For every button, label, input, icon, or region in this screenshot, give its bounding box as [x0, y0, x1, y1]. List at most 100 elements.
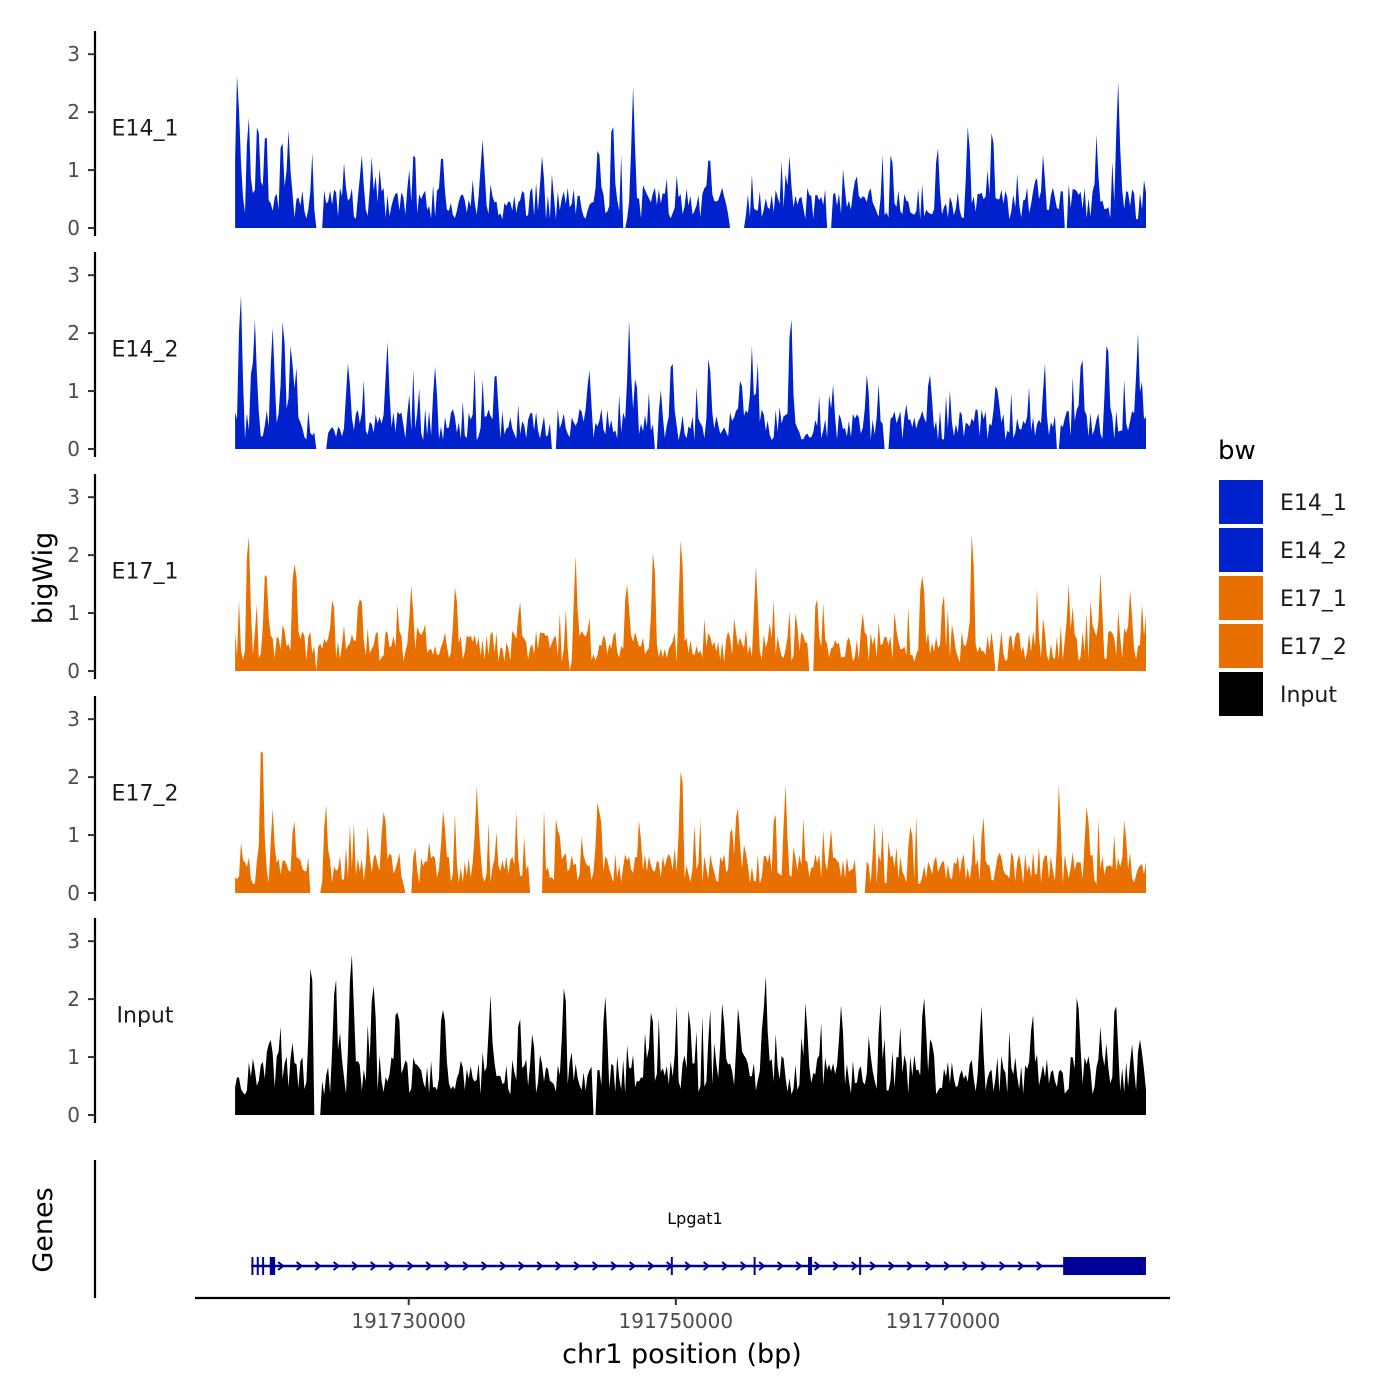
strand-arrow — [739, 1261, 748, 1271]
strand-arrow — [924, 1261, 933, 1271]
strand-arrow — [554, 1261, 563, 1271]
strand-arrow — [628, 1261, 637, 1271]
strand-arrow — [332, 1261, 341, 1271]
strand-arrow — [573, 1261, 581, 1271]
gene-exon-block — [808, 1257, 813, 1275]
strand-arrow — [887, 1261, 896, 1271]
genes-axis-title: Genes — [28, 1187, 59, 1272]
x-axis: 191730000 191750000 191770000 — [195, 1296, 1170, 1333]
strand-arrow — [795, 1261, 803, 1271]
track-label: E17_2 — [112, 781, 179, 806]
strand-arrow — [610, 1261, 618, 1271]
y-tick-label: 1 — [67, 1045, 80, 1069]
track-E17_1: 0 1 2 3 E17_1 — [67, 474, 1147, 683]
y-axis-title: bigWig — [28, 532, 59, 625]
signal-area-E14_1 — [235, 75, 1147, 228]
strand-arrow — [425, 1261, 433, 1271]
strand-arrow — [684, 1261, 692, 1271]
legend-label: Input — [1280, 683, 1337, 708]
strand-arrow — [998, 1261, 1007, 1271]
strand-arrow — [388, 1261, 396, 1271]
strand-arrow — [462, 1261, 470, 1271]
track-label: Input — [117, 1003, 174, 1028]
y-tick-label: 3 — [67, 42, 80, 66]
strand-arrow — [813, 1261, 822, 1271]
legend-label: E17_1 — [1280, 587, 1347, 612]
signal-area-E17_1 — [235, 534, 1147, 671]
legend-label: E14_1 — [1280, 491, 1347, 516]
strand-arrow — [443, 1261, 452, 1271]
y-tick-label: 0 — [67, 1103, 80, 1127]
y-tick-label: 2 — [67, 987, 80, 1011]
strand-arrow — [295, 1261, 304, 1271]
x-axis-title: chr1 position (bp) — [562, 1339, 802, 1370]
legend-swatch-E14_1 — [1217, 478, 1265, 526]
legend-swatch-E17_2 — [1217, 622, 1265, 670]
strand-arrow — [480, 1261, 489, 1271]
y-tick-label: 2 — [67, 100, 80, 124]
gene-exon-block — [269, 1257, 276, 1275]
signal-area-E14_2 — [235, 295, 1147, 449]
y-tick-label: 3 — [67, 707, 80, 731]
legend-label: E14_2 — [1280, 539, 1347, 564]
strand-arrow — [499, 1261, 507, 1271]
strand-arrow — [647, 1261, 655, 1271]
y-tick-label: 1 — [67, 823, 80, 847]
strand-arrow — [351, 1261, 359, 1271]
gene-label: Lpgat1 — [667, 1209, 722, 1228]
y-tick-label: 2 — [67, 321, 80, 345]
strand-arrow — [906, 1261, 914, 1271]
gene-utr-block — [1063, 1257, 1146, 1275]
strand-arrow — [591, 1261, 600, 1271]
legend-swatch-Input — [1217, 670, 1265, 718]
strand-arrow — [314, 1261, 322, 1271]
strand-arrow — [277, 1261, 285, 1271]
strand-arrow — [702, 1261, 711, 1271]
strand-arrow — [980, 1261, 988, 1271]
y-tick-label: 1 — [67, 601, 80, 625]
signal-area-Input — [235, 954, 1147, 1115]
track-Input: 0 1 2 3 Input — [67, 918, 1147, 1127]
strand-arrow — [406, 1261, 415, 1271]
strand-arrow — [1017, 1261, 1025, 1271]
strand-arrow — [1035, 1261, 1044, 1271]
y-tick-label: 2 — [67, 765, 80, 789]
track-E14_2: 0 1 2 3 E14_2 — [67, 252, 1147, 461]
y-tick-label: 0 — [67, 659, 80, 683]
strand-arrow — [869, 1261, 877, 1271]
track-E14_1: 0 1 2 3 E14_1 — [67, 31, 1147, 240]
strand-arrow — [943, 1261, 951, 1271]
x-tick-label: 191750000 — [619, 1309, 734, 1333]
strand-arrow — [517, 1261, 526, 1271]
strand-arrow — [758, 1261, 766, 1271]
strand-arrow — [776, 1261, 785, 1271]
track-label: E17_1 — [112, 559, 179, 584]
y-tick-label: 0 — [67, 437, 80, 461]
track-E17_2: 0 1 2 3 E17_2 — [67, 696, 1147, 905]
legend-swatch-E17_1 — [1217, 574, 1265, 622]
strand-arrow — [536, 1261, 544, 1271]
legend: bw E14_1 E14_2 E17_1 E17_2 Input — [1217, 436, 1347, 718]
y-tick-label: 0 — [67, 216, 80, 240]
signal-tracks: 0 1 2 3 E14_1 0 1 2 3 E14_2 0 1 2 3 E17_1 0 1 2 3 E17_2 0 1 2 3… — [67, 31, 1147, 1127]
y-tick-label: 3 — [67, 929, 80, 953]
y-tick-label: 1 — [67, 379, 80, 403]
legend-title: bw — [1218, 436, 1256, 466]
x-tick-label: 191770000 — [886, 1309, 1001, 1333]
y-tick-label: 1 — [67, 158, 80, 182]
strand-arrow — [721, 1261, 729, 1271]
strand-arrow — [832, 1261, 840, 1271]
y-tick-label: 0 — [67, 881, 80, 905]
gene-track: Lpgat1 — [93, 1160, 1146, 1298]
track-label: E14_1 — [112, 116, 179, 141]
strand-arrow — [961, 1261, 970, 1271]
track-label: E14_2 — [112, 337, 179, 362]
x-tick-label: 191730000 — [351, 1309, 466, 1333]
strand-arrow — [369, 1261, 378, 1271]
y-tick-label: 2 — [67, 543, 80, 567]
signal-area-E17_2 — [235, 751, 1147, 893]
legend-swatch-E14_2 — [1217, 526, 1265, 574]
strand-arrow — [850, 1261, 859, 1271]
y-tick-label: 3 — [67, 485, 80, 509]
